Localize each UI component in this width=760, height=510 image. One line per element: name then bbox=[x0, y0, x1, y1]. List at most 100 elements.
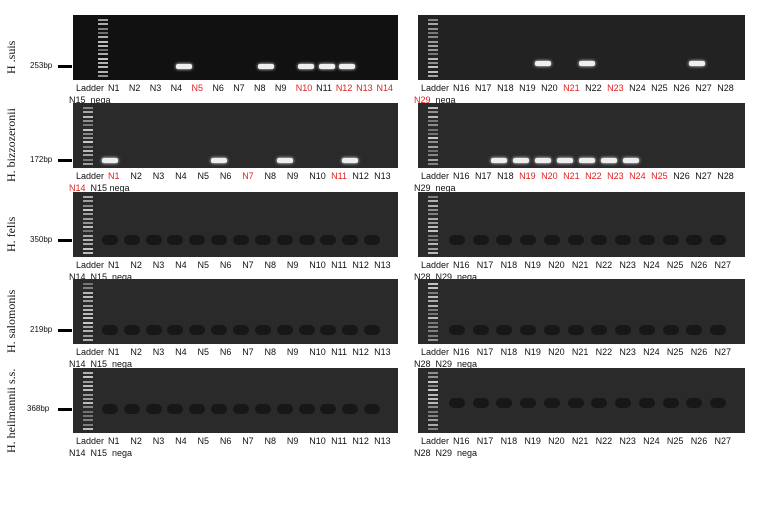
ladder-band bbox=[428, 218, 438, 220]
pcr-band bbox=[491, 158, 507, 163]
lane-smear bbox=[167, 235, 183, 245]
lane-label: N2 bbox=[130, 346, 142, 358]
lane-smear bbox=[364, 235, 380, 245]
pcr-band bbox=[176, 64, 192, 69]
lane-label: N3 bbox=[153, 435, 165, 447]
ladder-band bbox=[428, 309, 438, 311]
lane-label: N9 bbox=[287, 259, 299, 271]
lane-label: N7 bbox=[242, 259, 254, 271]
ladder-band bbox=[428, 41, 438, 43]
pcr-band bbox=[513, 158, 529, 163]
lane-smear bbox=[496, 325, 512, 335]
lane-label: N10 bbox=[309, 259, 326, 271]
gel-right bbox=[418, 192, 745, 257]
lane-label: N16 bbox=[453, 259, 470, 271]
ladder-band bbox=[428, 428, 438, 430]
lane-label: N14 bbox=[377, 82, 394, 94]
ladder-band bbox=[83, 317, 93, 319]
lane-label: N1 bbox=[108, 259, 120, 271]
species-label: H. salomonis bbox=[4, 274, 24, 369]
ladder-band bbox=[428, 292, 438, 294]
pcr-band bbox=[601, 158, 617, 163]
lane-smear bbox=[299, 404, 315, 414]
lane-label: N3 bbox=[153, 170, 165, 182]
ladder-band bbox=[83, 339, 93, 341]
lane-label: N22 bbox=[585, 170, 602, 182]
ladder-band bbox=[428, 385, 438, 387]
ladder-band bbox=[98, 23, 108, 25]
lane-label: N2 bbox=[130, 259, 142, 271]
lane-smear bbox=[544, 325, 560, 335]
ladder-band bbox=[428, 322, 438, 324]
ladder-band bbox=[83, 146, 93, 148]
lane-label: N20 bbox=[548, 435, 565, 447]
lane-label: N19 bbox=[524, 435, 541, 447]
ladder-band bbox=[428, 116, 438, 118]
lane-label: N9 bbox=[287, 435, 299, 447]
ladder-band bbox=[428, 326, 438, 328]
lane-label: N23 bbox=[607, 170, 624, 182]
lane-labels-row2: N14 N15 nega bbox=[69, 447, 137, 459]
lane-smear bbox=[102, 325, 118, 335]
ladder-band bbox=[98, 49, 108, 51]
lane-label: N1 bbox=[108, 82, 120, 94]
lane-labels-row1: Ladder N16 N17 N18 N19 N20 N21 N22 N23 N24 N25 N26 N… bbox=[421, 82, 760, 94]
lane-smear bbox=[568, 325, 584, 335]
lane-label: N11 bbox=[331, 435, 347, 447]
ladder-band bbox=[83, 150, 93, 152]
lane-smear bbox=[520, 398, 536, 408]
lane-smear bbox=[299, 235, 315, 245]
lane-label: N9 bbox=[275, 82, 287, 94]
lane-smear bbox=[320, 404, 336, 414]
lane-smear bbox=[146, 235, 162, 245]
lane-label: N19 bbox=[519, 170, 536, 182]
size-marker-tick bbox=[58, 65, 72, 68]
ladder-band bbox=[428, 252, 438, 254]
lane-smear bbox=[299, 325, 315, 335]
lane-label: Ladder bbox=[421, 435, 449, 447]
lane-label: N8 bbox=[265, 259, 277, 271]
lane-smear bbox=[591, 398, 607, 408]
lane-label: N19 bbox=[524, 346, 541, 358]
lane-labels-row1: Ladder N16 N17 N18 N19 N20 N21 N22 N23 N24 N25 N26 N… bbox=[421, 259, 760, 271]
ladder-band bbox=[428, 49, 438, 51]
lane-smear bbox=[710, 325, 726, 335]
ladder-band bbox=[428, 213, 438, 215]
ladder-band bbox=[83, 326, 93, 328]
lane-smear bbox=[520, 235, 536, 245]
lane-smear bbox=[568, 235, 584, 245]
ladder-band bbox=[428, 209, 438, 211]
ladder-band bbox=[428, 150, 438, 152]
ladder-band bbox=[83, 248, 93, 250]
lane-label: N24 bbox=[643, 346, 660, 358]
lane-labels-row1: Ladder N1 N2 N3 N4 N5 N6 N7 N8 N9 N10 N11 N12 N13 bbox=[76, 346, 421, 358]
ladder-band bbox=[83, 213, 93, 215]
lane-smear bbox=[124, 235, 140, 245]
ladder-band bbox=[98, 32, 108, 34]
lane-label: N7 bbox=[242, 435, 254, 447]
lane-label: N22 bbox=[596, 346, 613, 358]
lane-smear bbox=[233, 404, 249, 414]
lane-smear bbox=[320, 235, 336, 245]
lane-label: N28 bbox=[717, 82, 734, 94]
ladder-band bbox=[83, 292, 93, 294]
lane-label: N24 bbox=[643, 259, 660, 271]
ladder-band bbox=[83, 107, 93, 109]
lane-label: N9 bbox=[287, 170, 299, 182]
lane-label: N25 bbox=[667, 346, 684, 358]
lane-label: N17 bbox=[477, 435, 494, 447]
ladder-band bbox=[83, 415, 93, 417]
lane-label: N17 bbox=[477, 346, 494, 358]
lane-label: N12 bbox=[336, 82, 353, 94]
ladder-band bbox=[83, 252, 93, 254]
lane-label: N1 bbox=[108, 435, 120, 447]
lane-smear bbox=[189, 325, 205, 335]
ladder-band bbox=[428, 159, 438, 161]
lane-smear bbox=[342, 325, 358, 335]
lane-smear bbox=[124, 404, 140, 414]
pcr-band bbox=[579, 158, 595, 163]
lane-labels-row1: Ladder N16 N17 N18 N19 N20 N21 N22 N23 N24 N25 N26 N… bbox=[421, 346, 760, 358]
ladder-band bbox=[83, 428, 93, 430]
pcr-band bbox=[339, 64, 355, 69]
ladder-band bbox=[428, 196, 438, 198]
